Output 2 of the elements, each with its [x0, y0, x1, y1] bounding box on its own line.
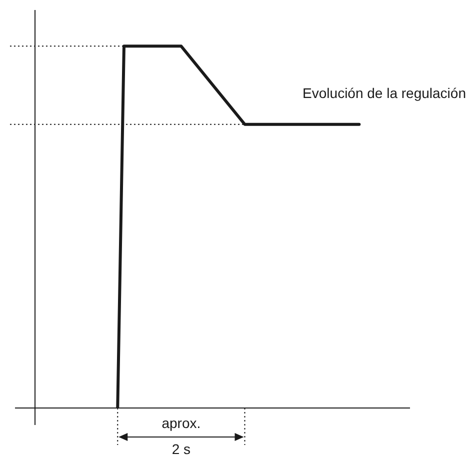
text: aprox. 2 s: [162, 414, 201, 457]
annotation: Evolución de la regulación: [302, 85, 466, 102]
